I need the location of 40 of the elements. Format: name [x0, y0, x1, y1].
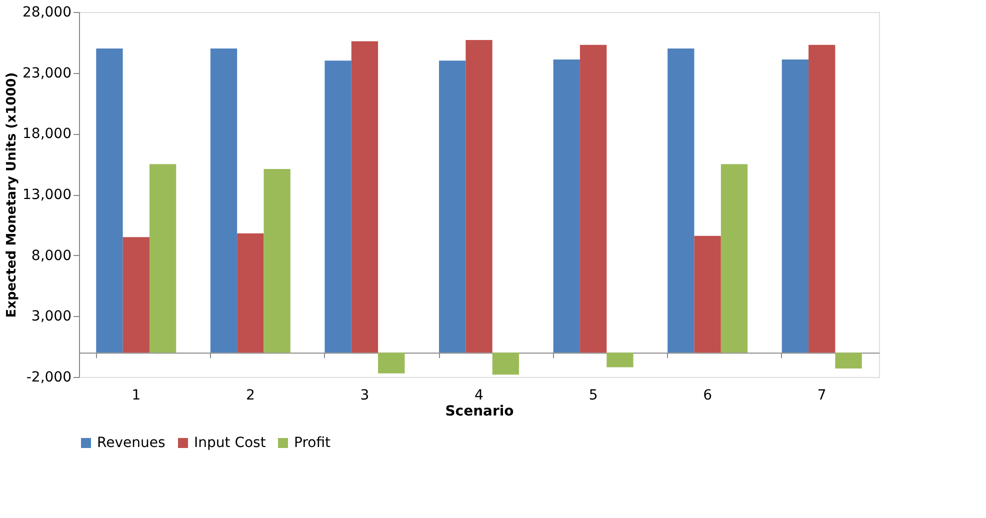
bar — [264, 168, 290, 353]
x-axis-title: Scenario — [445, 404, 514, 420]
legend-label: Revenues — [97, 435, 166, 451]
y-tick-label: 8,000 — [31, 248, 72, 264]
bar — [439, 60, 466, 353]
y-tick-label: -2,000 — [26, 370, 72, 386]
bar — [96, 48, 123, 353]
y-tick-label: 23,000 — [22, 65, 72, 82]
bar — [553, 59, 580, 353]
x-tick-label: 4 — [474, 388, 484, 404]
y-axis-title: Expected Monetary Units (x1000) — [4, 72, 20, 318]
bar — [378, 352, 405, 374]
bar — [237, 233, 264, 353]
bar — [606, 352, 634, 368]
bar — [694, 236, 721, 353]
x-tick-label: 5 — [588, 388, 598, 404]
bar — [466, 40, 492, 353]
legend-label: Profit — [294, 435, 332, 451]
bar — [835, 352, 862, 368]
bar — [492, 352, 519, 375]
y-tick-label: 28,000 — [22, 4, 72, 20]
bar — [580, 44, 607, 353]
bar — [668, 48, 694, 353]
bar — [324, 60, 352, 353]
y-tick-label: 3,000 — [31, 308, 72, 325]
x-tick-label: 7 — [817, 388, 826, 404]
bar — [210, 48, 238, 353]
bar — [782, 59, 809, 353]
bar — [149, 164, 176, 353]
x-tick-label: 3 — [360, 388, 370, 404]
legend-label: Input Cost — [194, 435, 266, 451]
x-tick-label: 2 — [246, 388, 255, 404]
x-tick-label: 6 — [703, 388, 712, 404]
y-tick-label: 13,000 — [22, 187, 72, 203]
bar — [122, 237, 150, 353]
bar — [720, 164, 748, 353]
bar — [351, 41, 378, 353]
y-tick-label: 18,000 — [22, 126, 72, 142]
bar — [808, 44, 836, 353]
x-tick-label: 1 — [132, 388, 141, 404]
